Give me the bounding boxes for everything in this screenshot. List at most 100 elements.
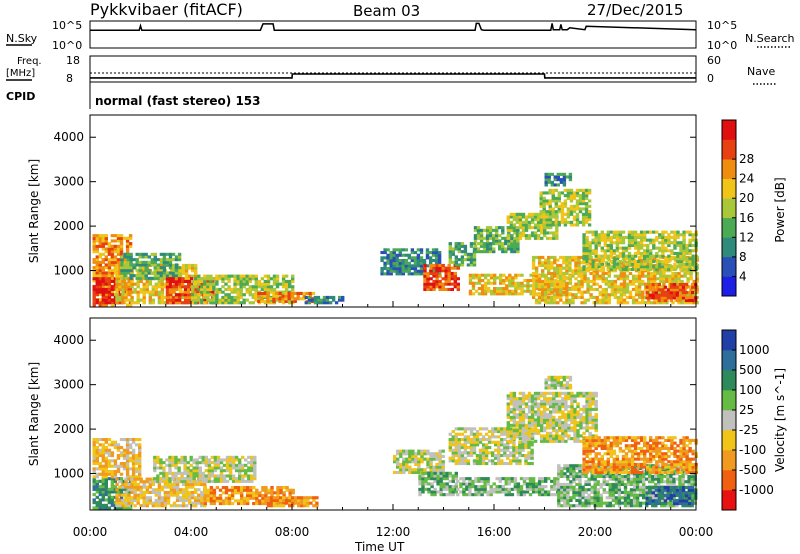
heatmap-cell xyxy=(116,252,121,256)
heatmap-cell xyxy=(439,482,443,486)
heatmap-cell xyxy=(319,298,324,302)
heatmap-cell xyxy=(498,226,502,230)
heatmap-cell xyxy=(587,212,592,216)
heatmap-cell xyxy=(685,262,689,266)
heatmap-cell xyxy=(496,292,500,296)
heatmap-cell xyxy=(429,452,433,456)
heatmap-cell xyxy=(469,244,474,248)
heatmap-cell xyxy=(477,292,482,296)
heatmap-cell xyxy=(681,296,686,300)
heatmap-cell xyxy=(144,263,148,267)
heatmap-cell xyxy=(577,263,581,267)
heatmap-cell xyxy=(451,451,455,455)
heatmap-cell xyxy=(156,474,160,478)
heatmap-cell xyxy=(197,293,201,297)
heatmap-cell xyxy=(648,288,652,292)
heatmap-cell xyxy=(95,298,99,302)
heatmap-cell xyxy=(414,468,418,472)
heatmap-cell xyxy=(618,230,623,234)
heatmap-cell xyxy=(582,251,586,255)
heatmap-cell xyxy=(624,249,629,253)
heatmap-cell xyxy=(695,277,699,281)
heatmap-cell xyxy=(215,282,219,286)
heatmap-cell xyxy=(553,261,557,265)
heatmap-cell xyxy=(414,462,418,466)
heatmap-cell xyxy=(142,496,146,500)
heatmap-cell xyxy=(653,269,657,273)
heatmap-cell xyxy=(478,432,483,436)
heatmap-cell xyxy=(580,290,584,294)
heatmap-cell xyxy=(272,297,276,301)
heatmap-cell xyxy=(168,469,172,473)
heatmap-cell xyxy=(460,258,465,262)
heatmap-cell xyxy=(269,301,274,305)
heatmap-cell xyxy=(110,279,115,283)
heatmap-cell xyxy=(153,271,157,275)
heatmap-cell xyxy=(502,292,506,296)
heatmap-cell xyxy=(438,460,442,464)
heatmap-cell xyxy=(574,277,578,281)
heatmap-cell xyxy=(646,243,650,247)
heatmap-cell xyxy=(191,290,195,294)
heatmap-cell xyxy=(417,457,421,461)
heatmap-cell xyxy=(95,287,99,291)
heatmap-cell xyxy=(469,443,474,447)
heatmap-cell xyxy=(652,259,656,263)
heatmap-cell xyxy=(549,236,553,240)
heatmap-cell xyxy=(163,496,168,500)
heatmap-cell xyxy=(126,258,130,262)
heatmap-cell xyxy=(136,498,140,502)
heatmap-cell xyxy=(168,466,172,470)
heatmap-cell xyxy=(139,290,143,294)
heatmap-cell xyxy=(486,279,491,283)
heatmap-cell xyxy=(563,212,568,216)
heatmap-cell xyxy=(197,482,201,486)
heatmap-cell xyxy=(495,234,499,238)
heatmap-cell xyxy=(127,501,131,505)
heatmap-cell xyxy=(266,496,271,500)
heatmap-cell xyxy=(574,263,578,267)
heatmap-cell xyxy=(192,466,196,470)
heatmap-cell xyxy=(562,271,566,275)
heatmap-cell xyxy=(334,301,339,305)
heatmap-cell xyxy=(225,458,230,462)
heatmap-cell xyxy=(673,257,677,261)
heatmap-cell xyxy=(652,254,656,258)
heatmap-cell xyxy=(578,202,583,206)
heatmap-cell xyxy=(682,235,686,239)
heatmap-cell xyxy=(585,257,589,261)
heatmap-cell xyxy=(621,241,626,245)
heatmap-cell xyxy=(125,438,130,442)
heatmap-cell xyxy=(510,236,514,240)
heatmap-cell xyxy=(203,293,207,297)
heatmap-cell xyxy=(139,485,143,489)
heatmap-cell xyxy=(584,220,589,224)
heatmap-cell xyxy=(92,266,96,270)
heatmap-cell xyxy=(553,301,557,305)
heatmap-cell xyxy=(664,235,668,239)
heatmap-cell xyxy=(237,488,241,492)
heatmap-cell xyxy=(293,299,297,303)
heatmap-cell xyxy=(145,287,149,291)
heatmap-cell xyxy=(135,276,139,280)
heatmap-cell xyxy=(646,265,650,269)
heatmap-cell xyxy=(651,291,655,295)
heatmap-cell xyxy=(483,281,488,285)
heatmap-cell xyxy=(138,268,142,272)
heatmap-cell xyxy=(575,207,580,211)
heatmap-cell xyxy=(121,287,125,291)
heatmap-cell xyxy=(554,204,558,208)
heatmap-cell xyxy=(104,506,108,510)
heatmap-cell xyxy=(429,282,433,286)
heatmap-cell xyxy=(95,456,99,460)
heatmap-cell xyxy=(555,228,559,232)
heatmap-cell xyxy=(550,290,554,294)
heatmap-cell xyxy=(269,297,273,301)
heatmap-cell xyxy=(157,488,162,492)
heatmap-cell xyxy=(613,285,618,289)
heatmap-cell xyxy=(493,289,497,293)
heatmap-cell xyxy=(408,470,412,474)
heatmap-cell xyxy=(560,218,565,222)
heatmap-cell xyxy=(607,279,611,283)
heatmap-cell xyxy=(619,271,624,275)
